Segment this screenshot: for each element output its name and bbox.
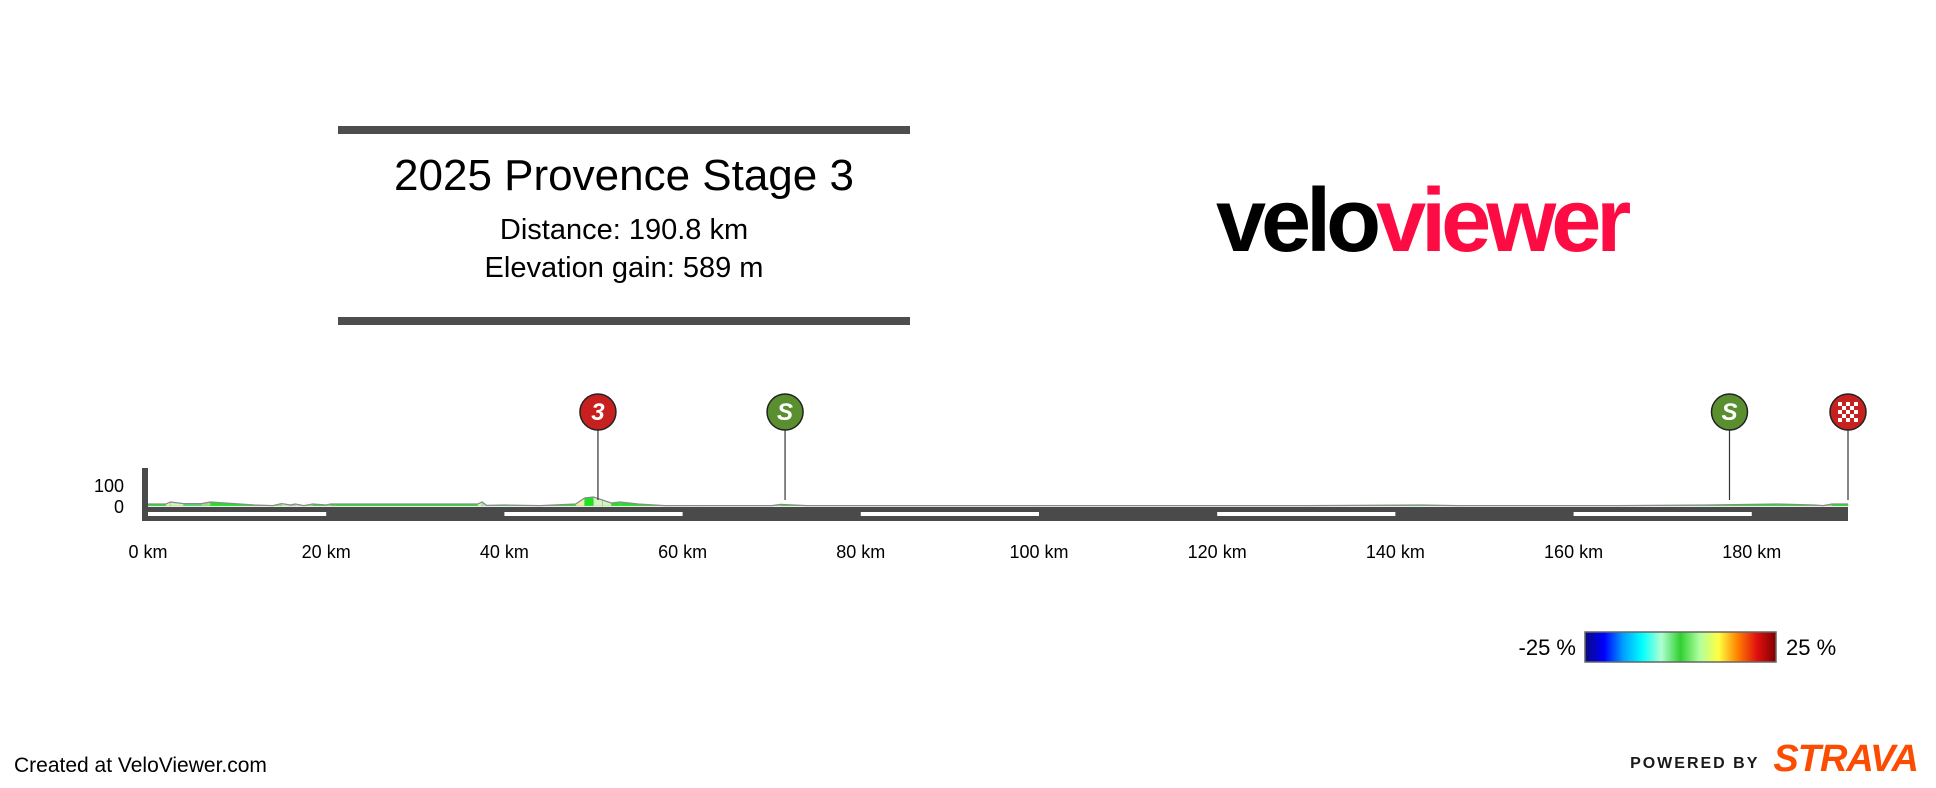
powered-by-text: POWERED BY [1630,755,1760,772]
marker-label: 3 [591,399,605,426]
flag-cell [1842,406,1846,410]
elevation-text: Elevation gain: 589 m [484,252,764,284]
flag-cell [1846,410,1850,414]
y-tick-label: 100 [94,476,124,496]
title-rule-top [338,126,910,134]
x-tick-label: 180 km [1722,542,1781,562]
x-tick-label: 80 km [836,542,885,562]
marker-finish [1829,393,1867,500]
marker-sprint: S [1710,393,1749,500]
legend-min-label: -25 % [1519,635,1576,660]
logo-viewer: viewer [1376,171,1631,271]
x-tick-label: 20 km [302,542,351,562]
created-at-text: Created at VeloViewer.com [14,754,267,777]
flag-cell [1850,414,1854,418]
flag-cell [1842,414,1846,418]
x-tick-label: 140 km [1366,542,1425,562]
flag-cell [1838,410,1842,414]
axis-stripe [860,512,1039,516]
marker-climb-category: 3 [579,393,617,500]
strava-logo: STRAVA [1773,738,1919,780]
flag-cell [1854,410,1858,414]
stage-title: 2025 Provence Stage 3 [394,151,854,200]
marker-badge [1710,393,1749,431]
y-axis-bar [142,468,148,521]
flag-cell [1838,402,1842,406]
strava-badge: POWERED BY STRAVA [1630,738,1919,781]
title-rule-bottom [338,317,910,325]
x-tick-label: 120 km [1188,542,1247,562]
axis-stripe [1573,512,1752,516]
marker-badge [579,393,617,431]
title-box: 2025 Provence Stage 3 Distance: 190.8 km… [338,126,910,326]
axis-stripe [1217,512,1396,516]
flag-cell [1854,418,1858,422]
flag-cell [1838,418,1842,422]
x-tick-label: 0 km [128,542,167,562]
axis-stripe [504,512,683,516]
gradient-legend-bar [1584,631,1777,663]
x-tick-label: 160 km [1544,542,1603,562]
flag-cell [1846,418,1850,422]
marker-sprint: S [766,393,804,500]
x-tick-label: 60 km [658,542,707,562]
logo-velo: velo [1216,171,1381,271]
veloviewer-logo: veloviewer [1216,176,1631,266]
flag-cell [1846,402,1850,406]
marker-label: S [1721,399,1737,426]
marker-label: S [777,399,793,426]
axis-stripe [148,512,327,516]
marker-badge [766,393,804,431]
elevation-profile-chart: 0 km 20 km 40 km 60 km 80 km 100 km 120 km 140 … [94,393,1867,663]
distance-text: Distance: 190.8 km [499,214,749,246]
y-tick-label: 0 [114,497,124,517]
flag-cell [1850,406,1854,410]
x-tick-label: 40 km [480,542,529,562]
flag-cell [1854,402,1858,406]
profile-outline [148,496,1848,507]
x-tick-label: 100 km [1009,542,1068,562]
legend-max-label: 25 % [1786,635,1836,660]
